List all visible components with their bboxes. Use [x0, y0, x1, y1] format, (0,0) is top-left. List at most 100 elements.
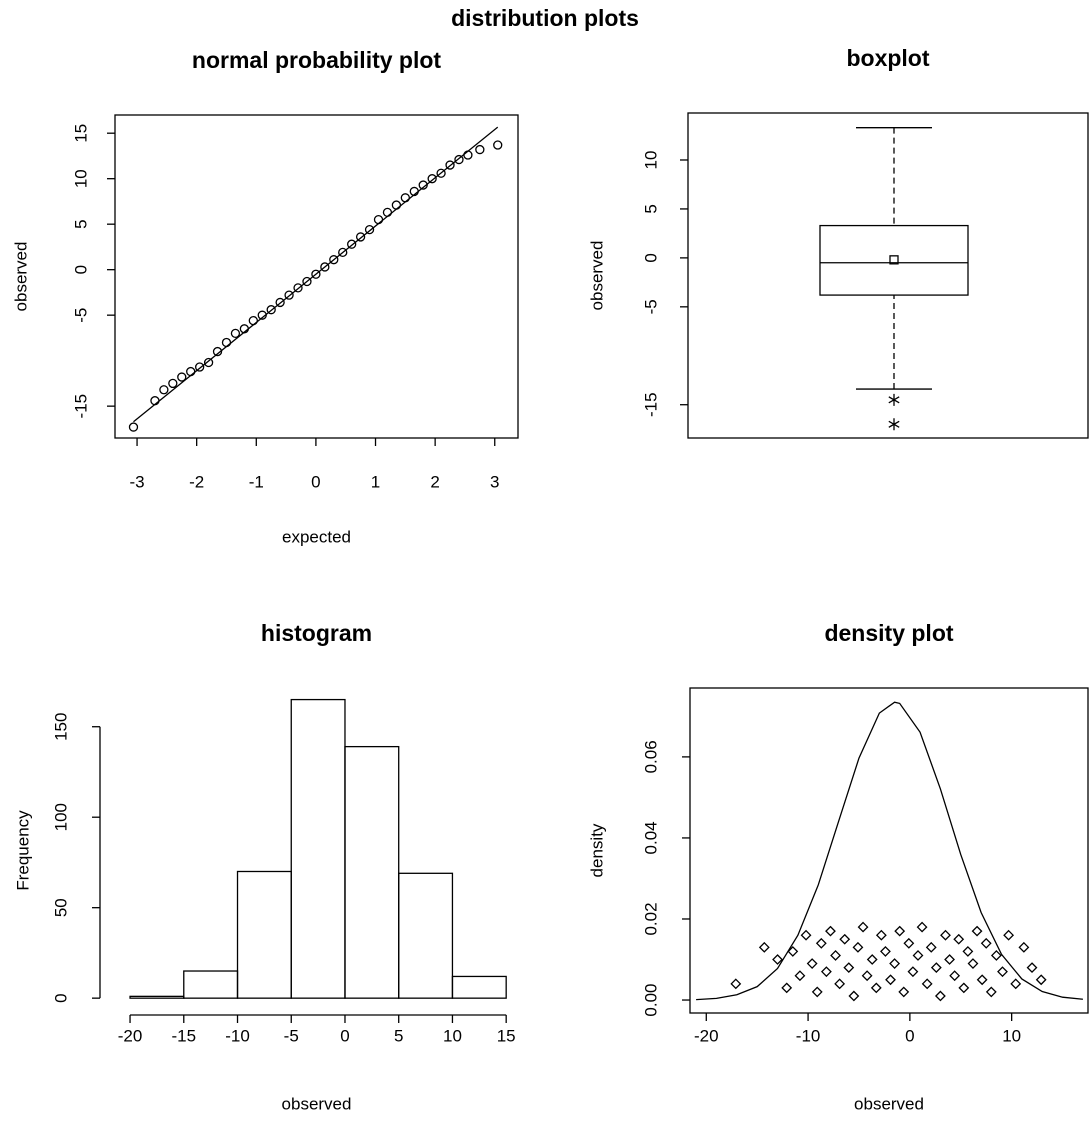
point [976, 974, 988, 986]
y-tick-label: 0.06 [641, 740, 660, 773]
box [819, 224, 969, 296]
point [427, 174, 437, 184]
x-tick-label: 2 [430, 472, 439, 491]
point [1010, 978, 1022, 990]
point [940, 929, 951, 941]
point [1026, 962, 1038, 974]
y-tick-label: 0.02 [641, 902, 660, 935]
point [870, 982, 882, 994]
x-tick-label: 5 [394, 1026, 403, 1045]
point [958, 982, 970, 994]
point [230, 328, 241, 339]
y-tick-label: 150 [51, 713, 70, 741]
point [834, 978, 846, 990]
point [825, 925, 836, 937]
point [1003, 929, 1015, 941]
point [820, 966, 832, 978]
x-tick-label: 1 [371, 472, 380, 491]
point [758, 941, 770, 953]
x-tick-label: 15 [497, 1026, 516, 1045]
point [875, 929, 887, 941]
y-tick-label: 0 [51, 993, 70, 1002]
point [475, 144, 485, 155]
bar [344, 745, 400, 999]
point [212, 346, 223, 357]
point [894, 925, 906, 937]
point [898, 986, 910, 998]
point [921, 978, 933, 990]
point [293, 283, 303, 293]
point [830, 950, 841, 961]
x-tick-label: -5 [284, 1026, 299, 1045]
point [997, 966, 1008, 978]
point [907, 966, 919, 978]
point [257, 310, 267, 320]
y-axis-label: density [587, 823, 606, 877]
panel-title: normal probability plot [192, 47, 442, 73]
mean [889, 255, 899, 265]
y-tick-label: 10 [641, 151, 660, 170]
point [203, 357, 214, 368]
bar [129, 995, 185, 999]
point [284, 290, 294, 300]
panel-title: boxplot [846, 45, 929, 71]
point [852, 941, 864, 953]
y-tick-label: 0.00 [641, 983, 660, 1016]
y-tick-label: -5 [641, 299, 660, 314]
point [302, 276, 312, 287]
point [275, 297, 285, 308]
point [320, 262, 330, 272]
x-tick-label: -10 [796, 1026, 821, 1045]
point [880, 945, 891, 957]
point [985, 986, 997, 998]
point [454, 154, 464, 165]
point [355, 232, 366, 242]
point [794, 970, 806, 982]
x-tick-label: -15 [171, 1026, 196, 1045]
point [861, 970, 873, 982]
point [409, 186, 419, 197]
bar [183, 970, 239, 999]
x-tick-label: 10 [443, 1026, 462, 1045]
point [221, 337, 232, 348]
bar [290, 698, 346, 999]
y-tick-label: 0 [71, 265, 90, 274]
y-tick-label: 10 [71, 169, 90, 188]
point [930, 962, 942, 974]
point [239, 324, 250, 334]
point [391, 200, 402, 210]
outlier [888, 393, 900, 406]
point [843, 962, 855, 974]
x-tick-label: 0 [905, 1026, 914, 1045]
outlier [888, 418, 900, 431]
y-tick-label: -5 [71, 308, 90, 323]
y-tick-label: 5 [71, 219, 90, 228]
x-axis-label: expected [282, 527, 351, 546]
y-tick-label: -15 [71, 394, 90, 419]
point [916, 921, 928, 933]
point [364, 224, 375, 235]
point [128, 422, 139, 432]
point [912, 950, 924, 961]
point [150, 396, 160, 406]
y-tick-label: 15 [71, 124, 90, 143]
point [815, 937, 827, 949]
point [159, 385, 169, 395]
point [373, 214, 384, 225]
point [971, 925, 983, 937]
plot-frame [689, 687, 1089, 1014]
reference-line [133, 126, 499, 423]
x-tick-label: -10 [225, 1026, 250, 1045]
point [980, 937, 992, 949]
x-tick-label: 10 [1002, 1026, 1021, 1045]
point [338, 247, 348, 258]
point [730, 978, 742, 990]
y-tick-label: 50 [51, 898, 70, 917]
point [266, 305, 276, 315]
x-tick-label: -2 [189, 472, 204, 491]
panel-title: histogram [261, 620, 372, 646]
point [168, 378, 178, 389]
x-tick-label: 3 [490, 472, 499, 491]
point [857, 921, 869, 933]
x-axis-label: observed [282, 1094, 352, 1113]
